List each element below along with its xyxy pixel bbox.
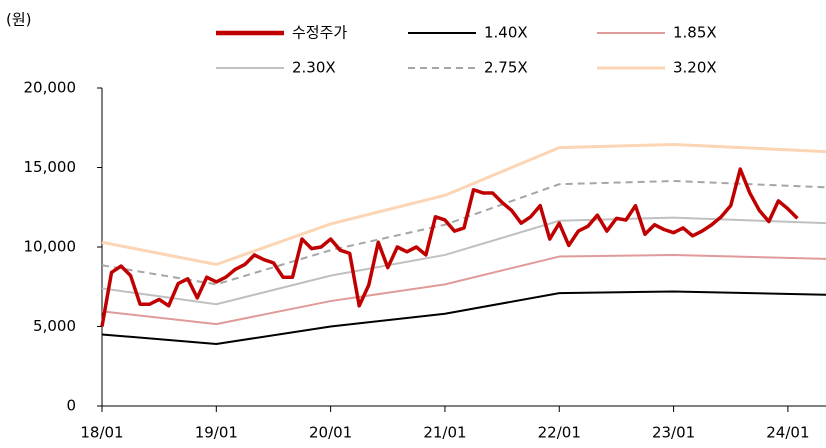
series-line xyxy=(101,216,826,306)
series-line xyxy=(100,167,799,327)
y-tick-label: 5,000 xyxy=(33,317,76,335)
x-tick-label: 21/01 xyxy=(423,424,466,442)
series-line xyxy=(101,290,826,345)
legend-label: 3.20X xyxy=(673,59,717,77)
x-tick-label: 19/01 xyxy=(195,424,238,442)
x-tick-label: 20/01 xyxy=(309,424,352,442)
legend-label: 1.40X xyxy=(484,24,528,42)
series-line xyxy=(101,180,826,286)
y-tick-label: 15,000 xyxy=(24,158,77,176)
x-tick-label: 18/01 xyxy=(80,424,123,442)
series-line xyxy=(101,253,826,326)
x-tick-label: 22/01 xyxy=(538,424,581,442)
legend-label: 수정주가 xyxy=(292,24,347,42)
y-tick-label: 20,000 xyxy=(24,79,77,97)
x-tick-label: 23/01 xyxy=(652,424,695,442)
y-tick-label: 0 xyxy=(66,397,76,415)
x-tick-label: 24/01 xyxy=(766,424,809,442)
series-line xyxy=(101,142,826,266)
legend-label: 1.85X xyxy=(673,24,717,42)
legend-label: 2.75X xyxy=(484,59,528,77)
legend-label: 2.30X xyxy=(292,59,336,77)
y-tick-label: 10,000 xyxy=(24,238,77,256)
y-axis-label: (원) xyxy=(6,11,32,29)
